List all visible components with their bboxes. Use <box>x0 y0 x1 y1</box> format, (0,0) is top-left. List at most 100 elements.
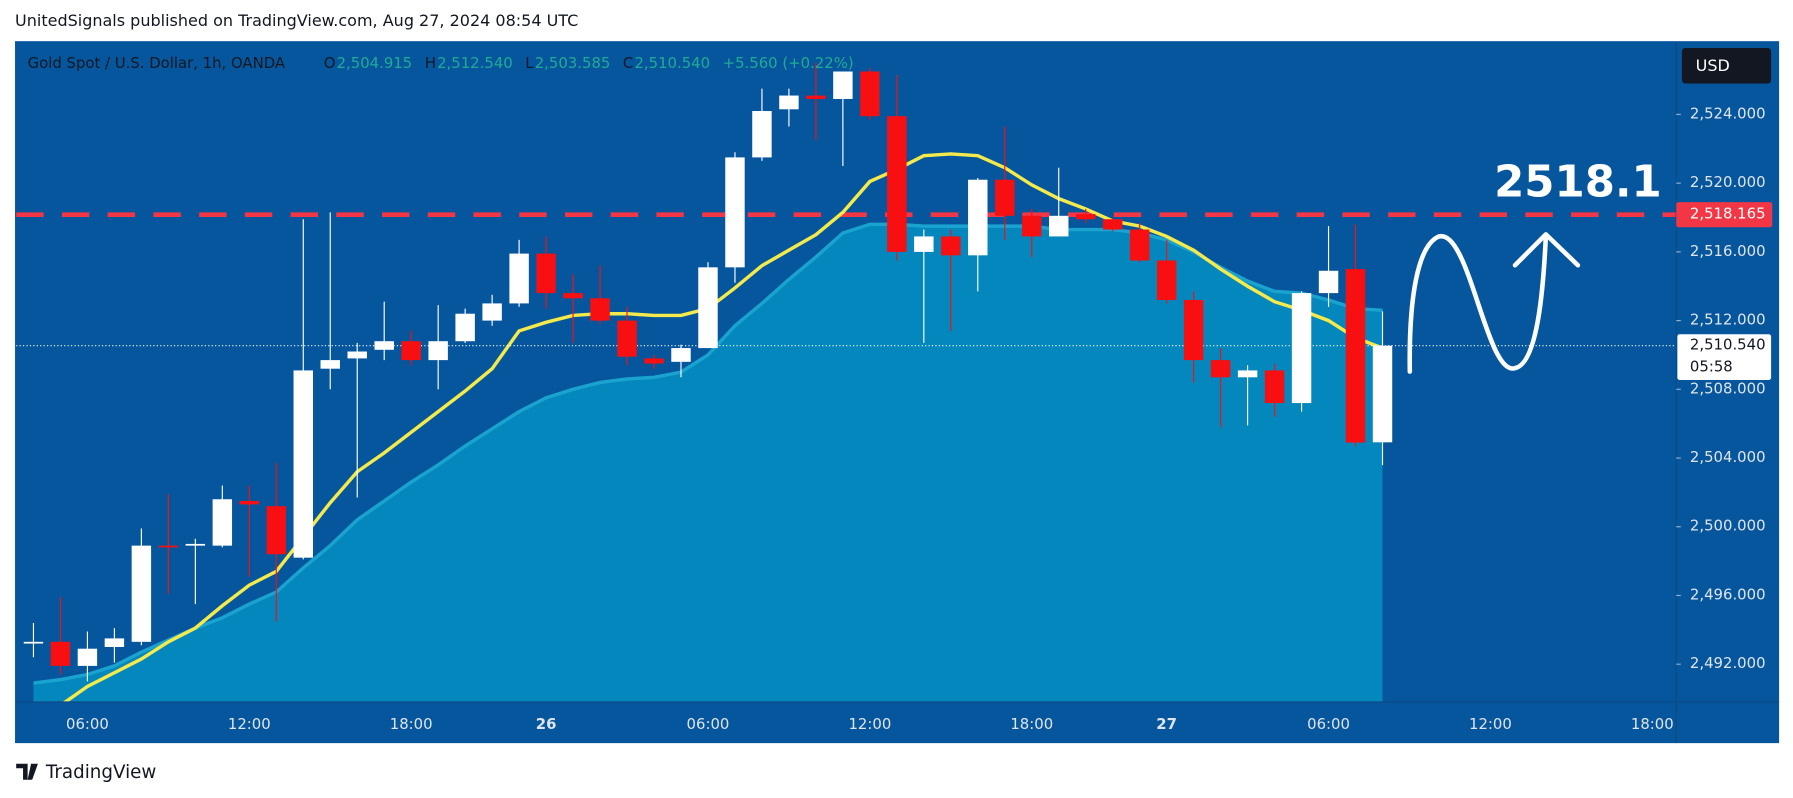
candle-body <box>698 267 718 349</box>
y-tick-label: 2,496.000 <box>1690 585 1766 603</box>
arrow-head <box>1512 232 1581 268</box>
candle-body <box>1183 299 1204 361</box>
x-tick-label: 06:00 <box>687 715 730 733</box>
candle-body <box>671 348 691 362</box>
ohlc-key: C <box>623 54 633 72</box>
candle-body <box>320 360 340 369</box>
candle-body <box>509 253 529 304</box>
x-tick-label: 12:00 <box>1469 715 1512 733</box>
candle-body <box>212 499 233 546</box>
ohlc-value: 2,503.585 <box>535 54 611 72</box>
candle-body <box>104 638 125 647</box>
candle-body <box>941 236 961 256</box>
candle-body <box>887 116 907 252</box>
candle-body <box>1291 293 1312 404</box>
candle-body <box>50 641 71 666</box>
candle-body <box>1102 219 1123 230</box>
candle-body <box>347 351 367 359</box>
annotation: 2518.1 <box>1494 158 1662 208</box>
level-label-box <box>1676 202 1773 228</box>
currency-box <box>1681 48 1772 84</box>
tv-logo <box>16 763 38 780</box>
candle-body <box>185 543 206 546</box>
candle-body <box>1264 370 1285 404</box>
x-tick-label: 27 <box>1156 715 1177 733</box>
x-tick-label: 06:00 <box>1307 715 1350 733</box>
ma-line <box>33 222 1383 685</box>
x-tick-label: 26 <box>536 715 557 733</box>
candle-body <box>644 358 664 364</box>
plot-area <box>16 62 1677 702</box>
candle-body <box>752 111 772 158</box>
ma-area <box>33 224 1383 702</box>
candle-body <box>1237 370 1258 378</box>
x-tick-label: 06:00 <box>66 715 109 733</box>
ma-line <box>62 152 1384 702</box>
candle-body <box>1345 269 1366 443</box>
candle-body <box>1129 229 1150 261</box>
candle-body <box>23 641 44 644</box>
y-tick-label: 2,504.000 <box>1690 448 1766 466</box>
ohlc-value: 2,510.540 <box>634 54 710 72</box>
y-tick-label: 2,520.000 <box>1690 173 1766 191</box>
candle-body <box>563 293 583 299</box>
candle-body <box>779 95 799 110</box>
last-price-box <box>1677 334 1772 380</box>
countdown-label: 05:58 <box>1690 357 1733 375</box>
candle-body <box>617 320 637 357</box>
ohlc-legend: Gold Spot / U.S. Dollar, 1h, OANDA O 2,50… <box>28 54 854 72</box>
candle-body <box>1156 260 1177 300</box>
last-price-label: 2,510.540 <box>1690 336 1766 354</box>
candle-body <box>995 179 1015 216</box>
candle-body <box>536 253 556 294</box>
y-tick-label: 2,516.000 <box>1690 242 1766 260</box>
candle-body <box>1075 214 1096 220</box>
x-tick-label: 18:00 <box>1010 715 1053 733</box>
candle-body <box>860 71 880 117</box>
candle-body <box>158 545 179 548</box>
ohlc-key: O <box>324 54 336 72</box>
candle-body <box>1318 270 1339 294</box>
candle-body <box>266 506 287 555</box>
footer-brand: TradingView <box>45 762 157 783</box>
y-tick-label: 2,508.000 <box>1690 379 1766 397</box>
x-tick-label: 18:00 <box>1631 715 1674 733</box>
candle-body <box>968 179 988 256</box>
currency-label: USD <box>1696 56 1730 75</box>
candle-body <box>725 157 745 268</box>
ohlc-value: 2,512.540 <box>437 54 513 72</box>
symbol-title: Gold Spot / U.S. Dollar, 1h, OANDA <box>28 54 286 72</box>
candle-body <box>806 95 826 99</box>
candle-body <box>590 298 610 321</box>
candle-body <box>1210 360 1231 378</box>
candle-body <box>1022 215 1042 237</box>
candle-body <box>833 71 853 99</box>
y-tick-label: 2,524.000 <box>1690 104 1766 122</box>
y-tick-label: 2,512.000 <box>1690 311 1766 329</box>
y-tick-label: 2,492.000 <box>1690 654 1766 672</box>
x-tick-label: 12:00 <box>228 715 271 733</box>
candle-body <box>77 648 98 666</box>
ohlc-key: L <box>525 54 534 72</box>
x-tick-label: 18:00 <box>390 715 433 733</box>
candle-body <box>428 341 448 361</box>
candle-body <box>914 236 934 252</box>
ohlc-key: H <box>425 54 436 72</box>
candle-body <box>1049 215 1069 237</box>
level-label: 2,518.165 <box>1690 205 1766 223</box>
hand-drawn-arrow <box>1407 233 1549 374</box>
candle-body <box>482 303 502 321</box>
candle-body <box>1372 345 1393 443</box>
ohlc-value: 2,504.915 <box>337 54 413 72</box>
candle-body <box>455 313 475 342</box>
candle-body <box>131 545 152 642</box>
candle-body <box>374 341 394 350</box>
y-tick-label: 2,500.000 <box>1690 517 1766 535</box>
x-tick-label: 12:00 <box>848 715 891 733</box>
candle-body <box>293 370 313 558</box>
candle-body <box>239 500 260 505</box>
header-text: UnitedSignals published on TradingView.c… <box>15 11 578 30</box>
change: +5.560 (+0.22%) <box>723 54 854 72</box>
